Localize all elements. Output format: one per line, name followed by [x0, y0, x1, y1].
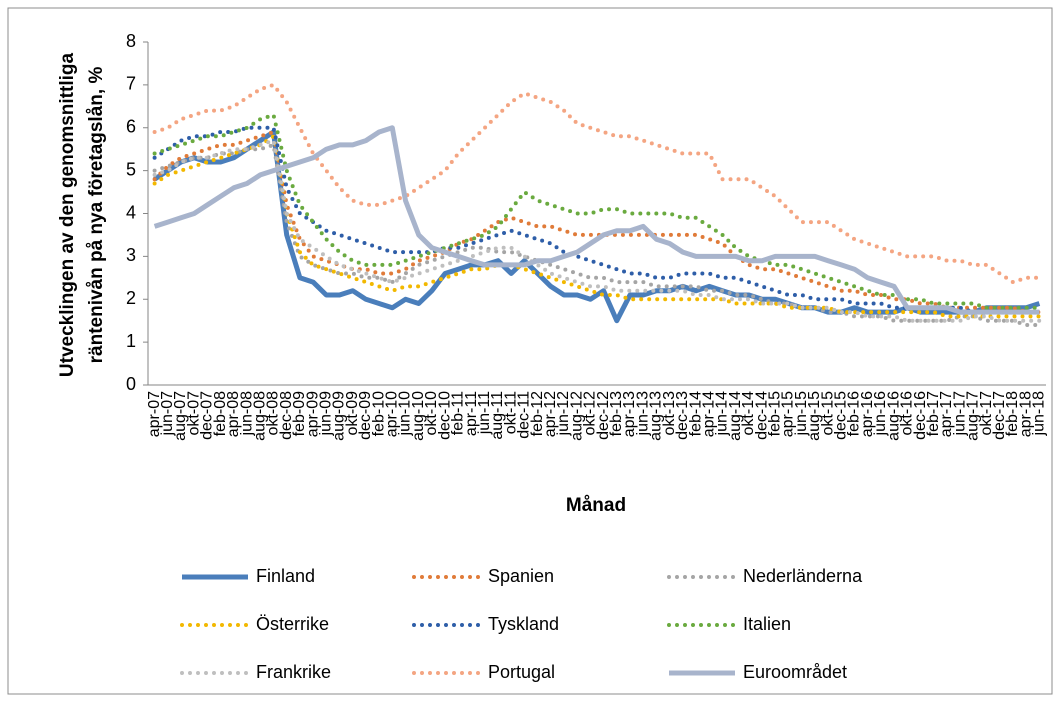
x-tick-label: jun-08 [238, 391, 255, 437]
x-tick-label: feb-16 [846, 391, 863, 436]
x-tick-label: okt-13 [661, 391, 678, 436]
x-tick-label: jun-17 [951, 391, 968, 437]
x-tick-label: aug-10 [410, 391, 427, 441]
x-tick-label: apr-09 [304, 391, 321, 437]
x-tick-label: jun-13 [634, 391, 651, 437]
x-tick-label: okt-10 [423, 391, 440, 436]
x-tick-label: okt-11 [502, 391, 519, 434]
y-tick-label: 7 [126, 74, 136, 94]
x-tick-label: aug-09 [331, 391, 348, 441]
x-tick-label: feb-11 [450, 391, 467, 435]
x-tick-label: okt-15 [819, 391, 836, 436]
x-tick-label: jun-12 [555, 391, 572, 437]
x-tick-label: apr-16 [859, 391, 876, 437]
x-tick-label: jun-10 [397, 391, 414, 437]
series-line [152, 138, 1042, 323]
legend-label: Italien [743, 614, 791, 634]
series-line [152, 130, 1042, 315]
x-tick-label: jun-09 [317, 391, 334, 437]
x-tick-label: okt-09 [344, 391, 361, 436]
legend-label: Spanien [488, 566, 554, 586]
x-tick-label: aug-11 [489, 391, 506, 440]
x-tick-label: aug-13 [648, 391, 665, 441]
x-tick-label: feb-12 [529, 391, 546, 436]
x-tick-label: dec-10 [436, 391, 453, 440]
x-axis-title: Månad [566, 495, 626, 516]
x-tick-label: jun-15 [793, 391, 810, 437]
x-tick-label: apr-14 [700, 391, 717, 437]
x-tick-label: aug-08 [251, 391, 268, 441]
x-tick-label: okt-14 [740, 391, 757, 436]
series-line [153, 125, 1040, 315]
x-tick-label: okt-16 [899, 391, 916, 436]
x-tick-label: feb-18 [1004, 391, 1021, 436]
x-tick-label: aug-14 [727, 391, 744, 441]
x-tick-label: aug-15 [806, 391, 823, 441]
x-tick-label: okt-08 [265, 391, 282, 436]
x-tick-label: dec-07 [199, 391, 216, 440]
x-tick-label: apr-15 [780, 391, 797, 437]
legend-label: Nederländerna [743, 566, 863, 586]
legend-label: Tyskland [488, 614, 559, 634]
x-tick-label: aug-07 [172, 391, 189, 441]
y-tick-label: 2 [126, 288, 136, 308]
series-line [152, 142, 1042, 327]
x-tick-label: apr-07 [146, 391, 163, 437]
y-tick-label: 4 [126, 202, 136, 222]
legend-label: Finland [256, 566, 315, 586]
x-tick-label: feb-09 [291, 391, 308, 436]
y-tick-label: 6 [126, 117, 136, 137]
x-tick-label: jun-14 [714, 391, 731, 437]
legend-label: Portugal [488, 662, 555, 682]
x-tick-label: okt-07 [185, 391, 202, 436]
y-tick-label: 8 [126, 31, 136, 51]
x-tick-label: jun-07 [159, 391, 176, 437]
legend-label: Euroområdet [743, 662, 847, 682]
y-tick-label: 5 [126, 159, 136, 179]
x-tick-label: dec-16 [912, 391, 929, 440]
x-tick-label: dec-12 [595, 391, 612, 440]
x-tick-label: feb-14 [687, 391, 704, 436]
x-tick-label: jun-16 [872, 391, 889, 437]
x-tick-label: dec-11 [516, 391, 533, 439]
x-tick-label: dec-13 [674, 391, 691, 440]
x-tick-label: dec-09 [357, 391, 374, 440]
x-tick-label: apr-12 [542, 391, 559, 437]
series-line [153, 129, 1041, 324]
legend-label: Österrike [256, 614, 329, 634]
x-tick-label: jun-11 [476, 391, 493, 435]
legend-label: Frankrike [256, 662, 331, 682]
series-line [152, 112, 1042, 310]
x-tick-label: apr-13 [621, 391, 638, 437]
x-tick-label: feb-17 [925, 391, 942, 436]
x-tick-label: apr-08 [225, 391, 242, 437]
x-tick-label: feb-10 [370, 391, 387, 436]
x-tick-label: apr-17 [938, 391, 955, 437]
x-tick-label: jun-18 [1031, 391, 1048, 437]
x-tick-label: apr-10 [384, 391, 401, 437]
x-tick-label: dec-08 [278, 391, 295, 440]
x-tick-label: apr-11 [463, 391, 480, 436]
frame [7, 7, 1053, 695]
series-line [152, 82, 1042, 285]
x-tick-label: aug-12 [568, 391, 585, 441]
y-tick-label: 3 [126, 245, 136, 265]
y-tick-label: 1 [126, 331, 136, 351]
y-axis-title: Utvecklingen av den genomsnittliga [57, 53, 78, 378]
x-tick-label: apr-18 [1017, 391, 1034, 437]
x-tick-label: okt-17 [978, 391, 995, 436]
y-axis-title: räntenivån på nya företagslån, % [86, 67, 107, 364]
x-tick-label: feb-08 [212, 391, 229, 436]
x-tick-label: dec-17 [991, 391, 1008, 440]
x-tick-label: feb-13 [608, 391, 625, 436]
x-tick-label: okt-12 [582, 391, 599, 436]
x-tick-label: feb-15 [766, 391, 783, 436]
x-tick-label: dec-14 [753, 391, 770, 440]
y-tick-label: 0 [126, 374, 136, 394]
x-tick-label: dec-15 [833, 391, 850, 440]
x-tick-label: aug-16 [885, 391, 902, 441]
x-tick-label: aug-17 [965, 391, 982, 441]
